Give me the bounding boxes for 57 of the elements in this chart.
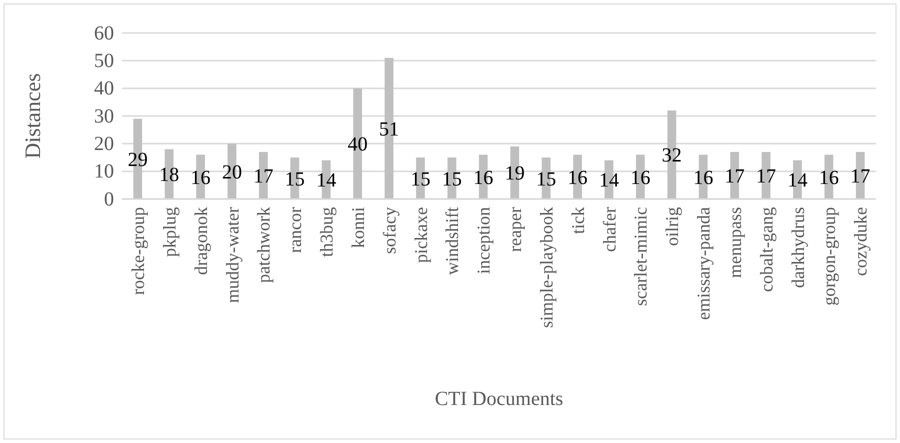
data-label: 16 xyxy=(630,166,650,189)
data-label: 32 xyxy=(662,144,682,167)
data-label: 15 xyxy=(410,168,430,190)
data-label: 16 xyxy=(568,166,588,189)
data-label: 14 xyxy=(787,170,808,192)
y-tick-label: 50 xyxy=(94,50,114,72)
x-axis-title: CTI Documents xyxy=(434,388,564,410)
x-tick-label: dragonok xyxy=(190,207,211,275)
data-label: 17 xyxy=(850,165,870,188)
data-label: 51 xyxy=(379,118,400,140)
y-tick-label: 0 xyxy=(104,188,114,210)
x-tick-label: windshift xyxy=(442,207,462,276)
x-tick-label: cobalt-gang xyxy=(756,207,776,292)
x-tick-label: rancor xyxy=(285,206,306,253)
x-tick-label: patchwork xyxy=(254,207,274,283)
y-tick-label: 60 xyxy=(94,22,114,44)
data-label: 14 xyxy=(316,170,336,192)
x-tick-label: chafer xyxy=(599,207,620,252)
x-tick-label: emissary-panda xyxy=(694,207,714,320)
data-label: 40 xyxy=(348,134,368,156)
x-tick-label: konni xyxy=(348,207,368,248)
x-tick-label: cozyduke xyxy=(850,206,871,276)
x-tick-label: th3bug xyxy=(316,207,337,258)
x-tick-label: menupass xyxy=(724,207,745,278)
data-label: 17 xyxy=(724,165,745,188)
x-tick-label: tick xyxy=(568,207,588,234)
data-label: 14 xyxy=(598,170,619,192)
data-label: 15 xyxy=(284,168,305,190)
data-label: 17 xyxy=(756,165,776,188)
x-tick-label: simple-playbook xyxy=(536,207,556,328)
x-tick-label: scarlet-mimic xyxy=(630,207,651,306)
data-label: 20 xyxy=(222,161,242,184)
x-tick-label: muddy-water xyxy=(222,206,242,303)
data-label: 18 xyxy=(159,164,180,186)
x-tick-label: darkhydrus xyxy=(788,207,808,288)
y-axis-title: Distances xyxy=(20,73,45,159)
data-label: 15 xyxy=(536,168,556,190)
data-label: 29 xyxy=(128,148,148,171)
y-tick-label: 30 xyxy=(94,105,114,128)
x-tick-label: sofacy xyxy=(379,207,400,254)
data-label: 16 xyxy=(693,166,714,189)
x-tick-label: reaper xyxy=(505,207,526,252)
y-tick-label: 10 xyxy=(94,160,114,183)
x-tick-label: gorgon-group xyxy=(819,207,840,306)
data-label: 17 xyxy=(253,165,274,188)
x-tick-label: pkplug xyxy=(159,207,180,258)
x-tick-label: pickaxe xyxy=(410,206,431,263)
x-tick-label: inception xyxy=(474,207,494,274)
x-tick-label: oilrig xyxy=(662,207,682,246)
x-tick-label: rocke-group xyxy=(128,207,148,295)
y-tick-label: 20 xyxy=(94,133,114,156)
data-label: 19 xyxy=(504,162,525,185)
y-tick-label: 40 xyxy=(94,78,114,100)
data-label: 15 xyxy=(442,168,462,190)
data-label: 16 xyxy=(818,166,839,189)
data-label: 16 xyxy=(473,166,494,189)
data-label: 16 xyxy=(190,166,211,189)
